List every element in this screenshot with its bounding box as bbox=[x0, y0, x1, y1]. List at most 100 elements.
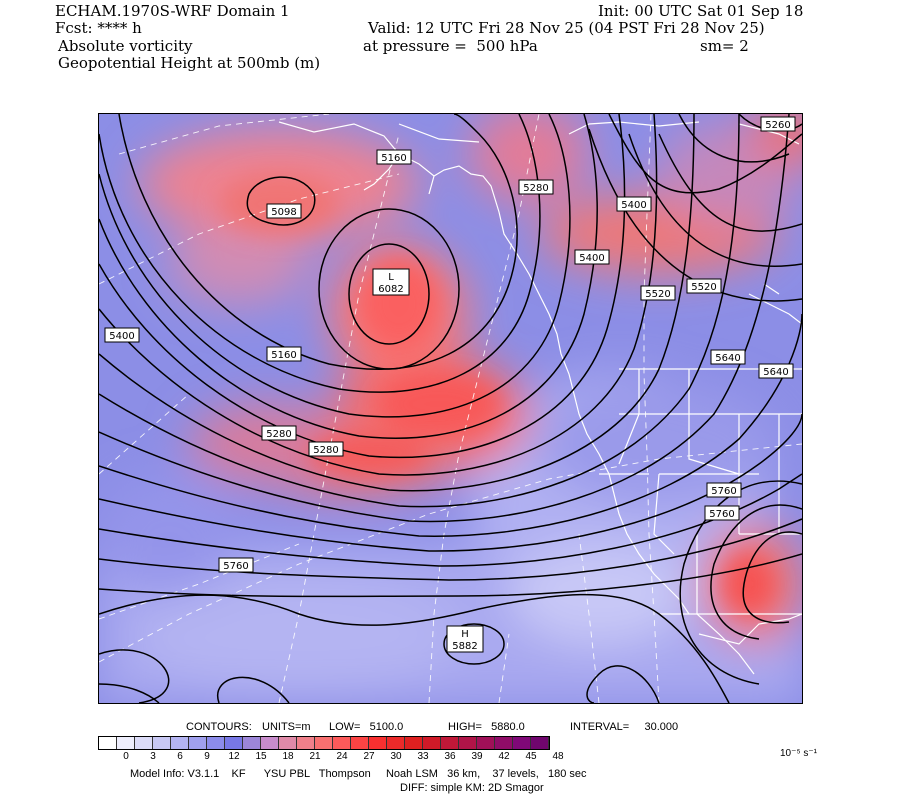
svg-text:L: L bbox=[388, 272, 394, 283]
field-vorticity: Absolute vorticity bbox=[58, 37, 193, 55]
colorbar-tick-label: 9 bbox=[204, 751, 210, 762]
colorbar-tick-label: 48 bbox=[552, 751, 564, 762]
colorbar-swatch bbox=[153, 737, 171, 749]
pressure-level: at pressure = 500 hPa bbox=[363, 37, 538, 55]
contour-label: 5160 bbox=[266, 346, 302, 362]
colorbar-tick-label: 33 bbox=[417, 751, 429, 762]
colorbar-swatch bbox=[405, 737, 423, 749]
colorbar-tick-label: 15 bbox=[255, 751, 267, 762]
contour-label: 5160 bbox=[376, 149, 412, 165]
smoothing: sm= 2 bbox=[700, 37, 749, 55]
colorbar-swatch bbox=[387, 737, 405, 749]
colorbar-swatch bbox=[351, 737, 369, 749]
colorbar-tick-label: 21 bbox=[309, 751, 321, 762]
svg-text:5400: 5400 bbox=[579, 253, 604, 264]
colorbar-tick-label: 0 bbox=[123, 751, 129, 762]
contour-label: 5260 bbox=[760, 116, 796, 132]
contour-label: 5640 bbox=[758, 363, 794, 379]
svg-text:6082: 6082 bbox=[378, 284, 403, 295]
colorbar-swatch bbox=[243, 737, 261, 749]
contour-label: 5280 bbox=[518, 179, 554, 195]
svg-text:H: H bbox=[461, 629, 469, 640]
svg-text:5260: 5260 bbox=[765, 120, 790, 131]
colorbar-swatch bbox=[531, 737, 549, 749]
svg-text:5640: 5640 bbox=[715, 353, 740, 364]
svg-text:5280: 5280 bbox=[313, 445, 338, 456]
colorbar-tick-label: 12 bbox=[228, 751, 240, 762]
contours-units: UNITS=m bbox=[262, 721, 311, 733]
colorbar-swatch bbox=[369, 737, 387, 749]
svg-text:5160: 5160 bbox=[271, 350, 296, 361]
contours-label: CONTOURS: bbox=[186, 721, 252, 733]
colorbar-swatch bbox=[315, 737, 333, 749]
colorbar-swatch bbox=[117, 737, 135, 749]
colorbar-tick-label: 24 bbox=[336, 751, 348, 762]
model-title: ECHAM.1970S-WRF Domain 1 bbox=[55, 2, 290, 20]
svg-text:5882: 5882 bbox=[452, 641, 477, 652]
colorbar-units: 10⁻⁵ s⁻¹ bbox=[780, 748, 817, 759]
contour-label: 5640 bbox=[710, 349, 746, 365]
colorbar-tick-label: 3 bbox=[150, 751, 156, 762]
colorbar-swatch bbox=[261, 737, 279, 749]
colorbar-tick-label: 42 bbox=[498, 751, 510, 762]
high-center-label: H 5882 bbox=[446, 625, 484, 653]
svg-text:5160: 5160 bbox=[381, 153, 406, 164]
colorbar-tick-label: 18 bbox=[282, 751, 294, 762]
low-center-label: L 6082 bbox=[372, 268, 410, 296]
contour-label: 5280 bbox=[308, 441, 344, 457]
contour-label: 5400 bbox=[574, 249, 610, 265]
svg-text:5760: 5760 bbox=[711, 486, 736, 497]
model-info: Model Info: V3.1.1 KF YSU PBL Thompson N… bbox=[130, 768, 587, 780]
contour-label: 5098 bbox=[266, 203, 302, 219]
colorbar-swatch bbox=[279, 737, 297, 749]
colorbar-tick-label: 39 bbox=[471, 751, 483, 762]
colorbar-swatch bbox=[99, 737, 117, 749]
contour-label: 5400 bbox=[616, 196, 652, 212]
svg-text:5520: 5520 bbox=[645, 289, 670, 300]
contours-low: LOW= 5100.0 bbox=[329, 721, 404, 733]
vorticity-height-map: 5160 5098 5280 5260 5400 5400 5520 5520 … bbox=[98, 113, 803, 704]
contours-high: HIGH= 5880.0 bbox=[448, 721, 525, 733]
contour-label: 5760 bbox=[706, 482, 742, 498]
colorbar-swatch bbox=[189, 737, 207, 749]
contour-label: 5760 bbox=[218, 557, 254, 573]
svg-text:5640: 5640 bbox=[763, 367, 788, 378]
svg-text:5400: 5400 bbox=[621, 200, 646, 211]
colorbar-swatch bbox=[135, 737, 153, 749]
svg-text:5280: 5280 bbox=[523, 183, 548, 194]
svg-text:5098: 5098 bbox=[271, 207, 296, 218]
init-time: Init: 00 UTC Sat 01 Sep 18 bbox=[598, 2, 804, 20]
contour-label: 5400 bbox=[104, 327, 140, 343]
colorbar-tick-label: 36 bbox=[444, 751, 456, 762]
colorbar-tick-label: 27 bbox=[363, 751, 375, 762]
forecast-hour: Fcst: **** h bbox=[55, 19, 142, 37]
colorbar-swatch bbox=[477, 737, 495, 749]
colorbar-swatch bbox=[441, 737, 459, 749]
contour-label: 5760 bbox=[704, 505, 740, 521]
colorbar-swatch bbox=[225, 737, 243, 749]
contour-label: 5280 bbox=[261, 425, 297, 441]
colorbar-swatch bbox=[495, 737, 513, 749]
svg-text:5760: 5760 bbox=[709, 509, 734, 520]
colorbar-swatch bbox=[171, 737, 189, 749]
svg-text:5520: 5520 bbox=[691, 282, 716, 293]
svg-text:5400: 5400 bbox=[109, 331, 134, 342]
colorbar-tick-label: 30 bbox=[390, 751, 402, 762]
colorbar-swatch bbox=[297, 737, 315, 749]
colorbar-swatch bbox=[459, 737, 477, 749]
colorbar-swatch bbox=[333, 737, 351, 749]
contour-label: 5520 bbox=[640, 285, 676, 301]
valid-time: Valid: 12 UTC Fri 28 Nov 25 (04 PST Fri … bbox=[368, 19, 765, 37]
colorbar-swatch bbox=[513, 737, 531, 749]
svg-text:5280: 5280 bbox=[266, 429, 291, 440]
contour-label: 5520 bbox=[686, 278, 722, 294]
diff-info: DIFF: simple KM: 2D Smagor bbox=[400, 782, 544, 794]
contours-interval: INTERVAL= 30.000 bbox=[570, 721, 679, 733]
colorbar-swatch bbox=[207, 737, 225, 749]
field-height: Geopotential Height at 500mb (m) bbox=[58, 54, 321, 72]
colorbar-tick-label: 45 bbox=[525, 751, 537, 762]
vorticity-colorbar bbox=[98, 736, 550, 750]
colorbar-tick-label: 6 bbox=[177, 751, 183, 762]
colorbar-swatch bbox=[423, 737, 441, 749]
svg-text:5760: 5760 bbox=[223, 561, 248, 572]
